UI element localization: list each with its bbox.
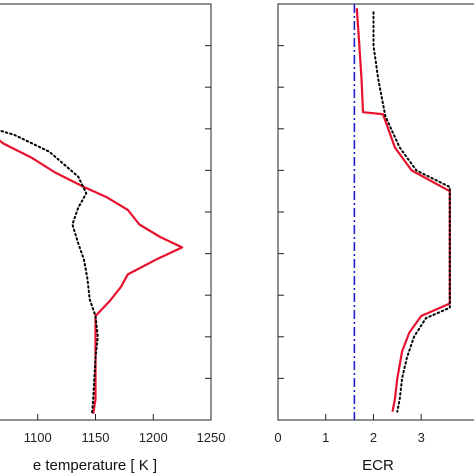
chart-1-x-axis-label: e temperature [ K ] xyxy=(33,457,157,474)
chart-1-x-tick-label-1: 1150 xyxy=(82,430,110,445)
chart-2-series-1-line xyxy=(355,8,451,412)
chart-2-series-2-line xyxy=(372,11,451,413)
chart-1-x-tick-label-3: 1250 xyxy=(197,430,226,445)
chart-1-x-tick-label-2: 1200 xyxy=(139,430,168,445)
chart-2-x-tick-label-0: 0 xyxy=(274,430,281,445)
right-panel: 0 1 2 3 ECR xyxy=(274,3,474,474)
chart-1-series-1-line xyxy=(0,139,184,414)
chart-2-x-tick-label-2: 2 xyxy=(370,430,377,445)
chart-1-series-2-line xyxy=(0,129,99,415)
chart-2-x-tick-label-3: 3 xyxy=(418,430,425,445)
chart-1-x-tick-label-0: 1100 xyxy=(24,430,52,445)
left-panel: 1100 1150 1200 1250 e temperature [ K ] xyxy=(0,3,226,474)
chart-2-x-tick-label-1: 1 xyxy=(322,430,329,445)
chart-1-plot-frame xyxy=(0,3,212,421)
chart-2-x-axis-label: ECR xyxy=(362,457,394,474)
